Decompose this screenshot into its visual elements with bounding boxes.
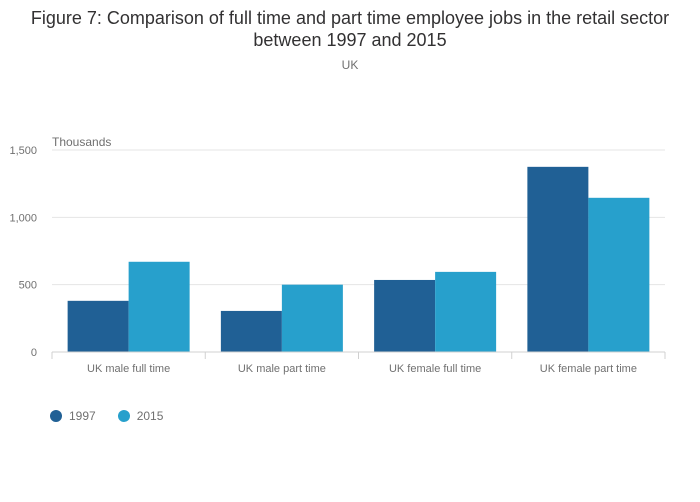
chart-title: Figure 7: Comparison of full time and pa…: [30, 8, 670, 50]
x-axis: UK male full time UK male part time UK fem…: [51, 351, 666, 375]
legend-item[interactable]: 2015: [117, 409, 164, 423]
bar[interactable]: [588, 197, 650, 352]
legend-swatch: [50, 410, 62, 422]
y-tick-label: 500: [19, 280, 37, 292]
x-tick-label: UK female full time: [389, 363, 481, 375]
legend-label: 1997: [69, 409, 96, 423]
y-tick-label: 0: [31, 347, 37, 359]
legend-item[interactable]: 1997: [50, 409, 96, 423]
x-tick-label: UK female part time: [540, 363, 637, 375]
bars: [67, 166, 650, 352]
bar[interactable]: [128, 261, 190, 352]
y-tick-label: 1,000: [9, 212, 37, 224]
y-axis-label: Thousands: [52, 135, 111, 149]
chart-subtitle: UK: [341, 58, 359, 72]
x-tick-label: UK male full time: [87, 363, 170, 375]
x-tick-label: UK male part time: [238, 363, 326, 375]
legend-swatch: [117, 410, 130, 422]
bar[interactable]: [220, 310, 282, 352]
bar[interactable]: [281, 284, 343, 352]
legend-label: 2015: [136, 409, 164, 423]
bar[interactable]: [67, 300, 129, 352]
y-tick-label: 1,500: [9, 145, 37, 157]
bar[interactable]: [374, 279, 436, 352]
legend: 1997 2015: [50, 409, 185, 423]
bar[interactable]: [435, 271, 497, 352]
y-axis-ticks: 0 500 1,000 1,500: [9, 145, 37, 359]
bar[interactable]: [527, 166, 589, 352]
